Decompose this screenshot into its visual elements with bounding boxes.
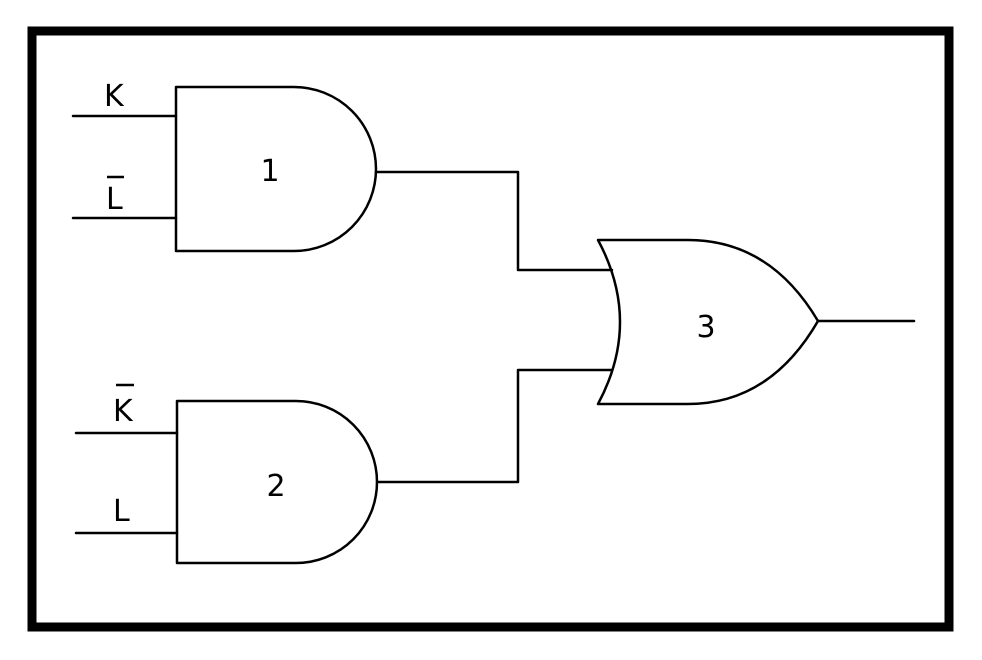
- input-label-k: K: [104, 79, 125, 114]
- and-gate-2: 2: [175, 399, 379, 565]
- or-gate-3: 3: [596, 238, 820, 406]
- or-gate-3-number: 3: [696, 310, 715, 345]
- and-gate-2-number: 2: [266, 469, 285, 504]
- wire-gate1-to-gate3: [374, 170, 614, 272]
- or-gate-3-body: [596, 238, 820, 406]
- input-label-k-bar: K: [113, 394, 134, 429]
- diagram-frame: [27, 26, 954, 632]
- and-gate-2-body: [175, 399, 379, 565]
- and-gate-1: 1: [174, 85, 378, 253]
- and-gate-1-number: 1: [260, 154, 279, 189]
- input-label-l: L: [113, 494, 130, 529]
- wire-gate2-to-gate3: [375, 368, 614, 484]
- input-label-l-bar: L: [106, 182, 123, 217]
